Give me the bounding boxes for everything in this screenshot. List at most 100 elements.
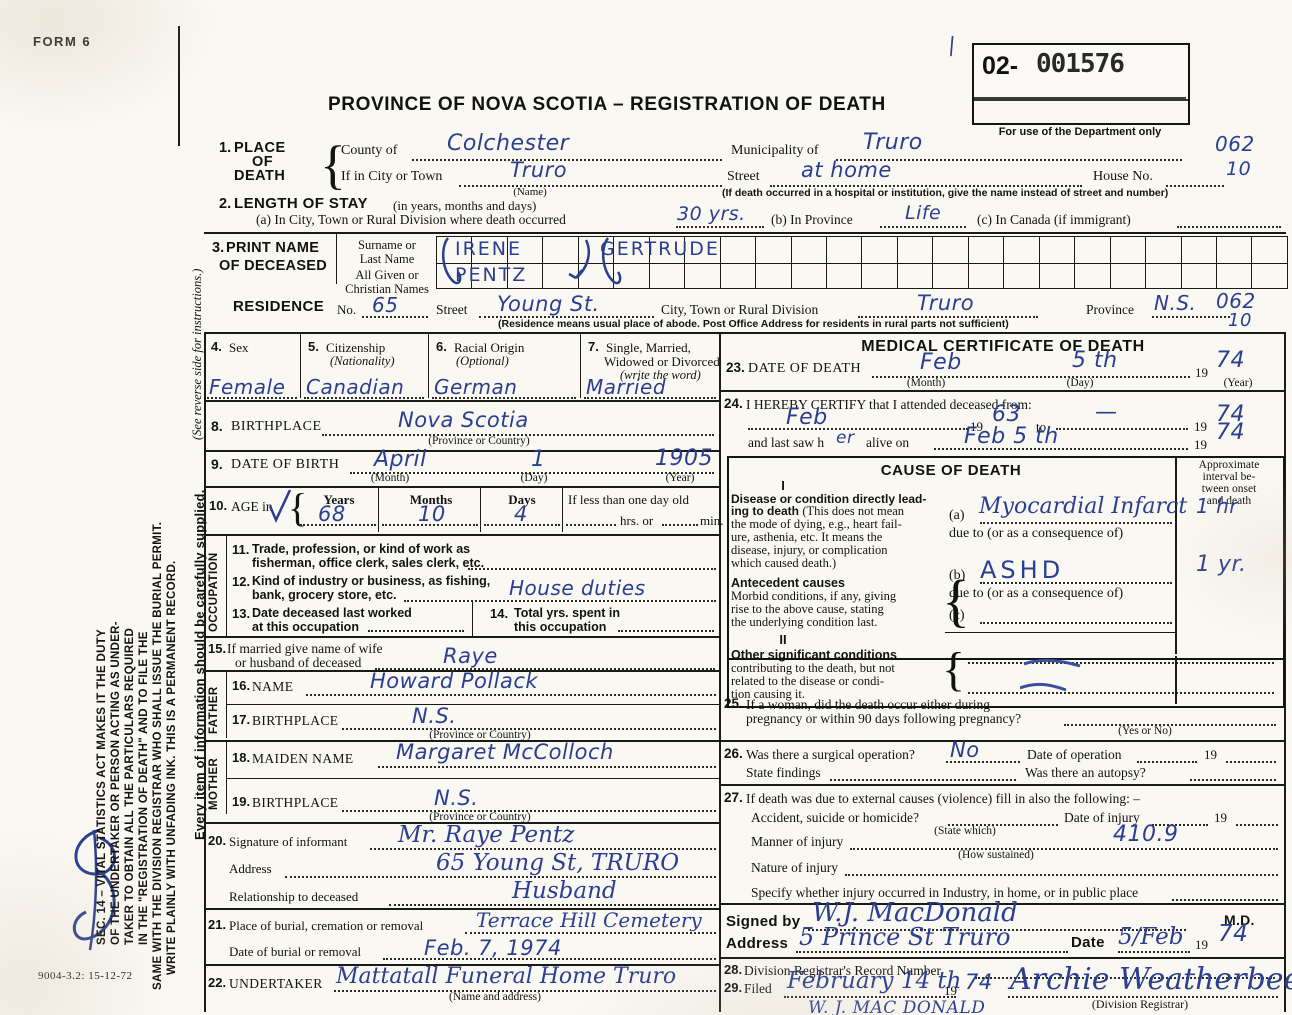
given-name-cell[interactable] — [506, 262, 542, 288]
surname-cell[interactable] — [1251, 237, 1286, 263]
given-name-cell[interactable] — [1003, 262, 1038, 288]
section3-label-line2: OF DECEASED — [219, 258, 328, 274]
section19-number: 19. — [232, 794, 251, 809]
section20-address-label: Address — [229, 861, 272, 876]
cause-part2-leader1 — [968, 662, 1274, 664]
given-name-cell[interactable] — [861, 262, 896, 288]
given-name-cell[interactable] — [1251, 262, 1286, 288]
surname-cell[interactable] — [648, 237, 684, 263]
surname-cell[interactable] — [577, 237, 613, 263]
signed-date-value: 5/Feb — [1118, 924, 1184, 950]
name-grid-pen-marks — [441, 237, 590, 285]
given-name-cell[interactable] — [542, 262, 577, 288]
given-name-cell[interactable] — [967, 262, 1003, 288]
section18-leader — [378, 766, 716, 768]
age-months-header: Months — [409, 492, 453, 507]
section23-year-value: 74 — [1216, 348, 1245, 373]
given-name-cell[interactable] — [1038, 262, 1074, 288]
surname-cell[interactable] — [613, 237, 648, 263]
given-name-cell[interactable] — [684, 262, 719, 288]
surname-cell[interactable] — [790, 237, 826, 263]
surname-cell[interactable] — [825, 237, 861, 263]
surname-cell[interactable] — [1003, 237, 1038, 263]
section29-year-value: 74 — [965, 970, 993, 994]
section11-line2: fisherman, office clerk, sales clerk, et… — [252, 556, 485, 570]
section13-line2: at this occupation — [252, 620, 359, 634]
cause-part1-bold-line2: ing to death — [731, 504, 799, 518]
residence-no-leader — [362, 316, 428, 318]
given-name-cell[interactable] — [1074, 262, 1109, 288]
section26-value: No — [950, 738, 980, 762]
surname-cell[interactable] — [967, 237, 1003, 263]
age-hrs-leader — [566, 524, 616, 526]
given-name-cell[interactable] — [790, 262, 826, 288]
given-name-cell[interactable] — [719, 262, 755, 288]
given-name-cell[interactable] — [648, 262, 684, 288]
given-name-cell[interactable] — [471, 262, 506, 288]
surname-cell[interactable] — [1145, 237, 1180, 263]
mother-top-rule — [204, 740, 721, 742]
section20-relationship-leader — [389, 904, 716, 906]
given-name-cell[interactable] — [1215, 262, 1251, 288]
surname-cell[interactable] — [1038, 237, 1074, 263]
surname-cell[interactable] — [861, 237, 896, 263]
sec4-5-divider — [300, 334, 301, 398]
given-name-cell[interactable] — [1180, 262, 1216, 288]
surname-label-line2: Last Name — [359, 252, 415, 266]
section4-leader — [207, 397, 297, 399]
legal-line-1: SEC. 14 – VITAL STATISTICS ACT MAKES IT … — [96, 629, 108, 945]
section8-label: BIRTHPLACE — [231, 419, 322, 434]
surname-cell[interactable] — [1109, 237, 1145, 263]
surname-cell[interactable] — [506, 237, 542, 263]
surname-cell[interactable] — [932, 237, 967, 263]
section26-number: 26. — [724, 746, 743, 761]
interval-column-divider — [1175, 458, 1177, 654]
age-months-divider — [480, 488, 481, 532]
given-name-cell[interactable] — [825, 262, 861, 288]
section26-year-prefix: 19 — [1204, 747, 1217, 762]
section13-number: 13. — [232, 606, 251, 621]
surname-cell[interactable] — [471, 237, 506, 263]
given-name-cell[interactable] — [613, 262, 648, 288]
signed-year-value: 74 — [1218, 921, 1249, 947]
section6-sub: (Optional) — [456, 354, 509, 368]
surname-cell[interactable] — [755, 237, 790, 263]
surname-cell[interactable] — [1074, 237, 1109, 263]
section24-lastsaw-year-value: 74 — [1216, 420, 1245, 445]
section26-autopsy-label: Was there an autopsy? — [1025, 765, 1146, 780]
given-name-cell[interactable] — [1109, 262, 1145, 288]
registrar-leader — [1008, 996, 1278, 998]
section16-label: NAME — [252, 679, 294, 694]
given-name-cell[interactable] — [896, 262, 932, 288]
city-town-value: Truro — [510, 158, 568, 182]
surname-cell[interactable] — [684, 237, 719, 263]
section6-number: 6. — [436, 339, 447, 354]
section26-label: Was there a surgical operation? — [746, 747, 915, 762]
section20-label: Signature of informant — [229, 834, 348, 849]
registration-number-box: 02- 001576 — [972, 43, 1190, 101]
section5-leader — [304, 397, 424, 399]
cause-antecedent-line2: rise to the above cause, stating — [731, 602, 884, 616]
residence-street-leader — [479, 316, 654, 318]
given-name-cell[interactable] — [755, 262, 790, 288]
given-name-cell[interactable] — [932, 262, 967, 288]
section27-year-leader — [1236, 824, 1278, 826]
section24-number: 24. — [724, 396, 743, 411]
given-name-cell[interactable] — [1145, 262, 1180, 288]
surname-cell[interactable] — [896, 237, 932, 263]
surname-cell[interactable] — [719, 237, 755, 263]
section5-label: Citizenship — [326, 340, 386, 355]
section27-nature-label: Nature of injury — [751, 860, 838, 875]
residence-label: RESIDENCE — [233, 298, 325, 315]
section29-leader — [784, 996, 956, 998]
section27-injury-date-label: Date of injury — [1064, 810, 1140, 825]
interval-header-line3: tween onset — [1201, 483, 1257, 495]
cause-part1-line4: ure, asthenia, etc. It means the — [731, 530, 883, 544]
surname-cell[interactable] — [1180, 237, 1216, 263]
surname-cell[interactable] — [542, 237, 577, 263]
section7-label-line2: Widowed or Divorced — [604, 354, 720, 369]
county-label: County of — [341, 143, 398, 158]
section7-leader — [584, 397, 716, 399]
age-months-leader — [382, 524, 478, 526]
surname-cell[interactable] — [1215, 237, 1251, 263]
